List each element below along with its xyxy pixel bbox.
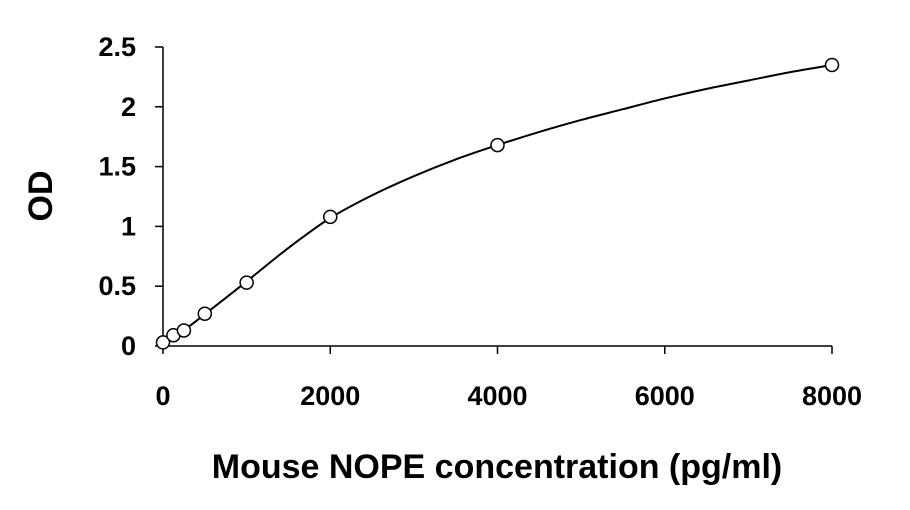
x-tick-label: 0: [155, 381, 170, 411]
y-tick-label: 2.5: [98, 32, 136, 62]
x-tick-label: 4000: [467, 381, 527, 411]
x-ticks: 0 2000 4000 6000 8000: [155, 346, 862, 411]
data-point: [155, 335, 171, 350]
data-point: [490, 137, 505, 153]
data-point: [176, 323, 192, 338]
x-tick-label: 6000: [635, 381, 695, 411]
y-axis-title: OD: [22, 171, 60, 222]
y-tick-label: 0.5: [98, 271, 136, 301]
data-point: [323, 209, 338, 225]
data-point: [824, 57, 840, 73]
x-tick-label: 8000: [802, 381, 862, 411]
y-tick-label: 0: [121, 331, 136, 361]
y-ticks: 0 0.5 1 1.5 2 2.5: [98, 32, 163, 361]
y-tick-label: 1: [121, 211, 136, 241]
y-tick-label: 1.5: [98, 152, 136, 182]
x-axis-title: Mouse NOPE concentration (pg/ml): [212, 448, 782, 486]
data-points: [155, 57, 840, 350]
y-tick-label: 2: [121, 92, 136, 122]
data-point: [197, 306, 213, 321]
data-point: [239, 275, 254, 290]
fit-curve: [162, 63, 833, 343]
axes: [162, 47, 832, 347]
x-tick-label: 2000: [300, 381, 360, 411]
